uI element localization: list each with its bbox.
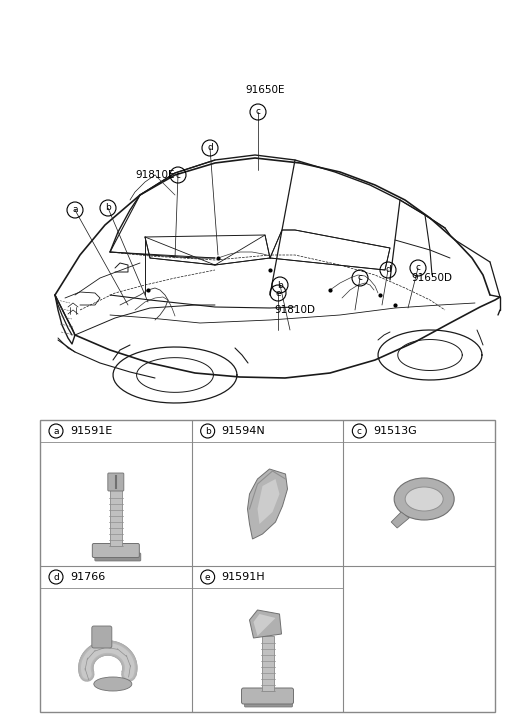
Text: b: b [105, 204, 111, 212]
Text: c: c [176, 171, 181, 180]
Text: 91650D: 91650D [412, 273, 452, 283]
Text: c: c [357, 273, 363, 283]
Ellipse shape [394, 478, 454, 520]
Text: 91810D: 91810D [275, 305, 315, 315]
Polygon shape [247, 469, 287, 539]
FancyBboxPatch shape [244, 699, 293, 707]
Text: 91591H: 91591H [221, 572, 266, 582]
Text: 91810E: 91810E [135, 170, 175, 180]
Text: 91591E: 91591E [70, 426, 112, 436]
Text: a: a [72, 206, 78, 214]
Polygon shape [391, 512, 409, 528]
Text: a: a [53, 427, 59, 435]
Ellipse shape [405, 487, 443, 511]
Text: e: e [275, 289, 281, 297]
Text: 91594N: 91594N [221, 426, 266, 436]
Text: 91650E: 91650E [245, 85, 285, 95]
Text: b: b [277, 281, 283, 289]
Text: b: b [205, 427, 211, 435]
Text: c: c [415, 263, 421, 273]
FancyBboxPatch shape [242, 688, 294, 704]
FancyBboxPatch shape [92, 626, 112, 648]
Text: e: e [205, 572, 210, 582]
FancyBboxPatch shape [92, 544, 139, 558]
Polygon shape [250, 610, 281, 638]
Text: 91766: 91766 [70, 572, 105, 582]
Polygon shape [258, 479, 279, 524]
Polygon shape [253, 614, 276, 636]
FancyBboxPatch shape [110, 488, 122, 546]
Text: c: c [255, 108, 261, 116]
Ellipse shape [94, 677, 132, 691]
FancyBboxPatch shape [108, 473, 124, 491]
Text: d: d [385, 265, 391, 275]
Text: c: c [357, 427, 362, 435]
FancyBboxPatch shape [95, 553, 141, 561]
FancyBboxPatch shape [261, 636, 273, 691]
Text: 91513G: 91513G [373, 426, 417, 436]
Text: d: d [53, 572, 59, 582]
Text: d: d [207, 143, 213, 153]
